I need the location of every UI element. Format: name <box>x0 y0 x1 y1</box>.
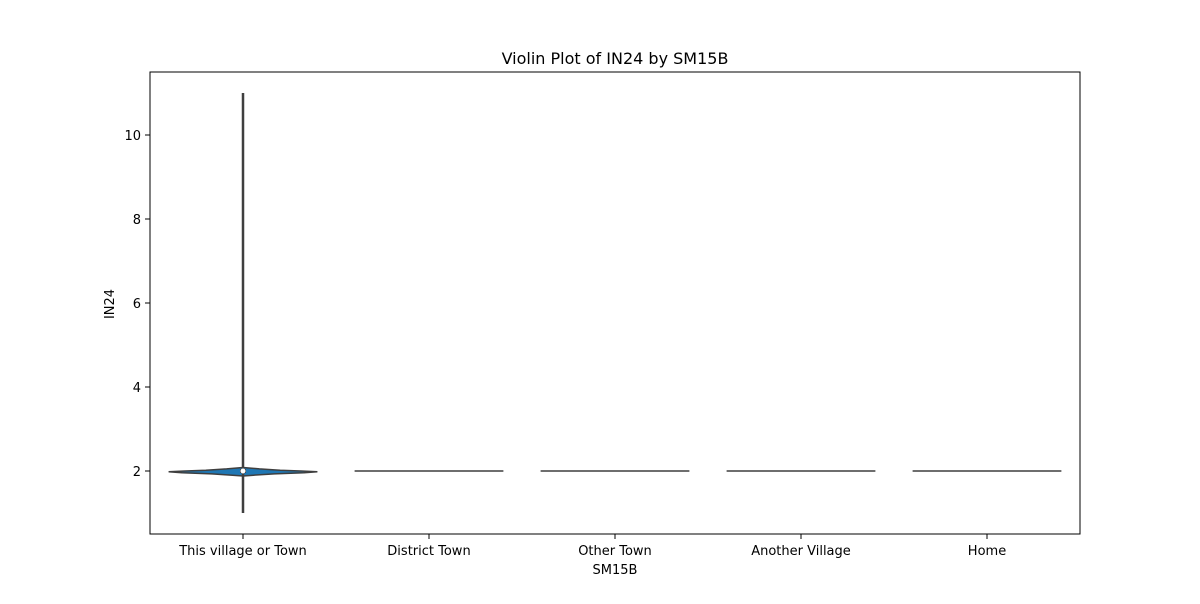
y-tick-label: 2 <box>133 465 141 480</box>
x-tick-label: This village or Town <box>178 544 307 559</box>
x-tick-label: District Town <box>387 544 470 559</box>
axes-frame <box>149 71 1081 535</box>
x-tick-label: Other Town <box>578 544 652 559</box>
y-tick-label: 6 <box>133 297 141 312</box>
x-tick-label: Home <box>968 544 1006 559</box>
plot-area: 2 4 6 8 10 This village or Town District Town O… <box>124 93 1062 559</box>
x-tick-label: Another Village <box>751 544 851 559</box>
chart-title: Violin Plot of IN24 by SM15B <box>502 49 729 68</box>
y-tick-label: 4 <box>133 381 141 396</box>
y-tick-label: 8 <box>133 213 141 228</box>
y-axis-label: IN24 <box>103 289 118 319</box>
x-axis-label: SM15B <box>593 563 638 578</box>
y-tick-label: 10 <box>124 129 141 144</box>
violin-median <box>240 468 246 474</box>
